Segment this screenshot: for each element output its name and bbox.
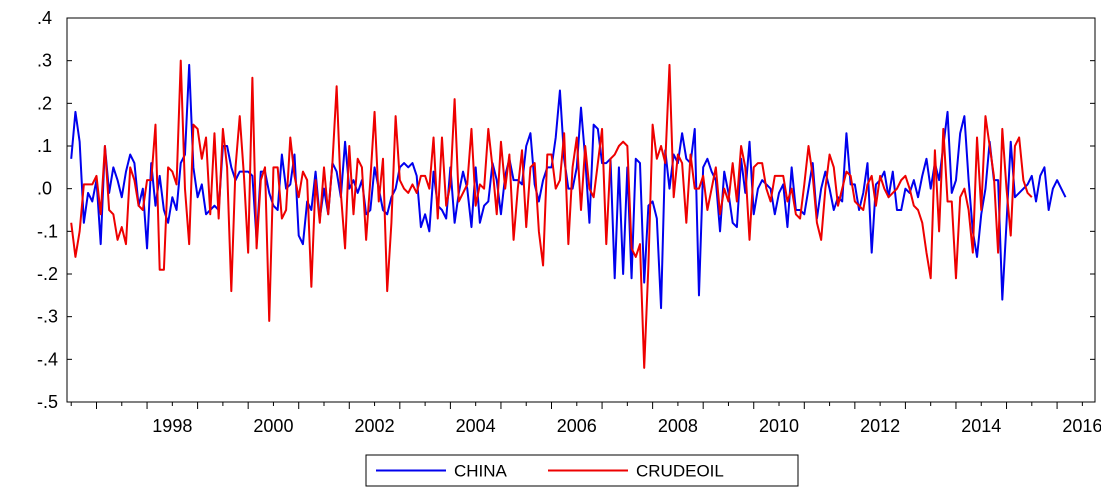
x-tick-label: 2012 <box>860 416 900 436</box>
x-tick-label: 2008 <box>658 416 698 436</box>
x-tick-label: 2006 <box>557 416 597 436</box>
x-tick-label: 2004 <box>456 416 496 436</box>
y-tick-label: -.4 <box>37 349 58 369</box>
y-tick-label: -.2 <box>37 264 58 284</box>
series-line-crudeoil <box>70 59 1033 369</box>
y-tick-label: -.5 <box>37 392 58 412</box>
legend: CHINA CRUDEOIL <box>365 454 799 487</box>
x-tick-label: 2002 <box>355 416 395 436</box>
series-layer <box>70 59 1067 369</box>
x-tick-label: 2014 <box>961 416 1001 436</box>
x-tick-label: 2016 <box>1062 416 1101 436</box>
y-tick-label: -.1 <box>37 221 58 241</box>
y-tick-label: -.3 <box>37 307 58 327</box>
x-tick-label: 1998 <box>152 416 192 436</box>
legend-label-china: CHINA <box>454 462 508 481</box>
y-tick-label: .4 <box>37 8 52 28</box>
x-axis: 1998 2000 2002 2004 2006 2008 2010 2012 2014 2016 <box>70 402 1101 436</box>
y-axis: .4 .3 .2 .1 .0 -.1 -.2 -.3 -.4 -.5 <box>37 8 1095 412</box>
y-tick-label: .0 <box>37 179 52 199</box>
x-tick-label: 2000 <box>253 416 293 436</box>
series-line-china <box>70 63 1067 310</box>
y-tick-label: .3 <box>37 51 52 71</box>
y-tick-label: .1 <box>37 136 52 156</box>
y-tick-label: .2 <box>37 93 52 113</box>
legend-label-crudeoil: CRUDEOIL <box>636 462 724 481</box>
x-tick-label: 2010 <box>759 416 799 436</box>
